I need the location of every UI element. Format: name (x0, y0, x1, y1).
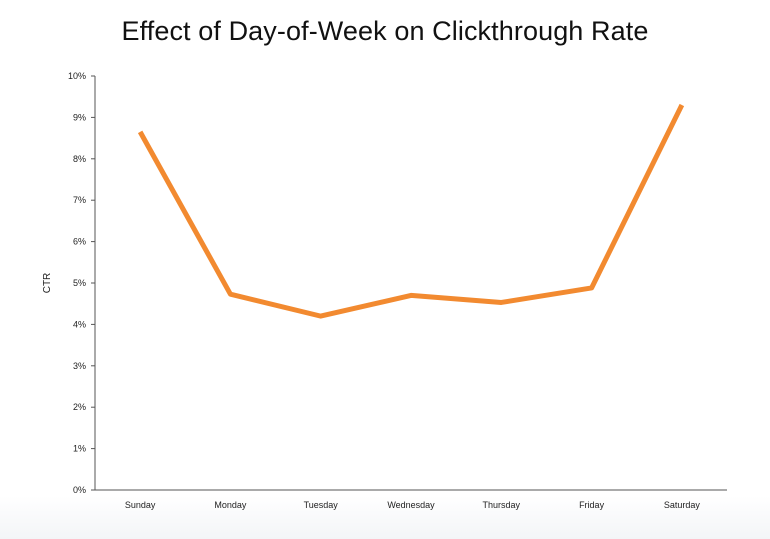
y-tick-label: 2% (73, 402, 86, 412)
y-tick-label: 8% (73, 154, 86, 164)
x-tick-label: Sunday (125, 500, 156, 510)
series-line (137, 103, 685, 319)
y-tick-label: 3% (73, 361, 86, 371)
x-tick-label: Wednesday (387, 500, 435, 510)
y-tick-label: 5% (73, 278, 86, 288)
chart-title: Effect of Day-of-Week on Clickthrough Ra… (121, 16, 649, 46)
x-tick-label: Saturday (664, 500, 701, 510)
x-tick-label: Friday (579, 500, 605, 510)
y-tick-label: 10% (68, 71, 86, 81)
y-tick-label: 0% (73, 485, 86, 495)
x-tick-label: Monday (214, 500, 247, 510)
x-tick-label: Thursday (483, 500, 521, 510)
y-tick-label: 6% (73, 237, 86, 247)
y-tick-label: 9% (73, 112, 86, 122)
y-tick-label: 4% (73, 319, 86, 329)
x-tick-label: Tuesday (304, 500, 339, 510)
y-tick-label: 1% (73, 444, 86, 454)
y-tick-label: 7% (73, 195, 86, 205)
y-axis-title: CTR (42, 273, 53, 294)
